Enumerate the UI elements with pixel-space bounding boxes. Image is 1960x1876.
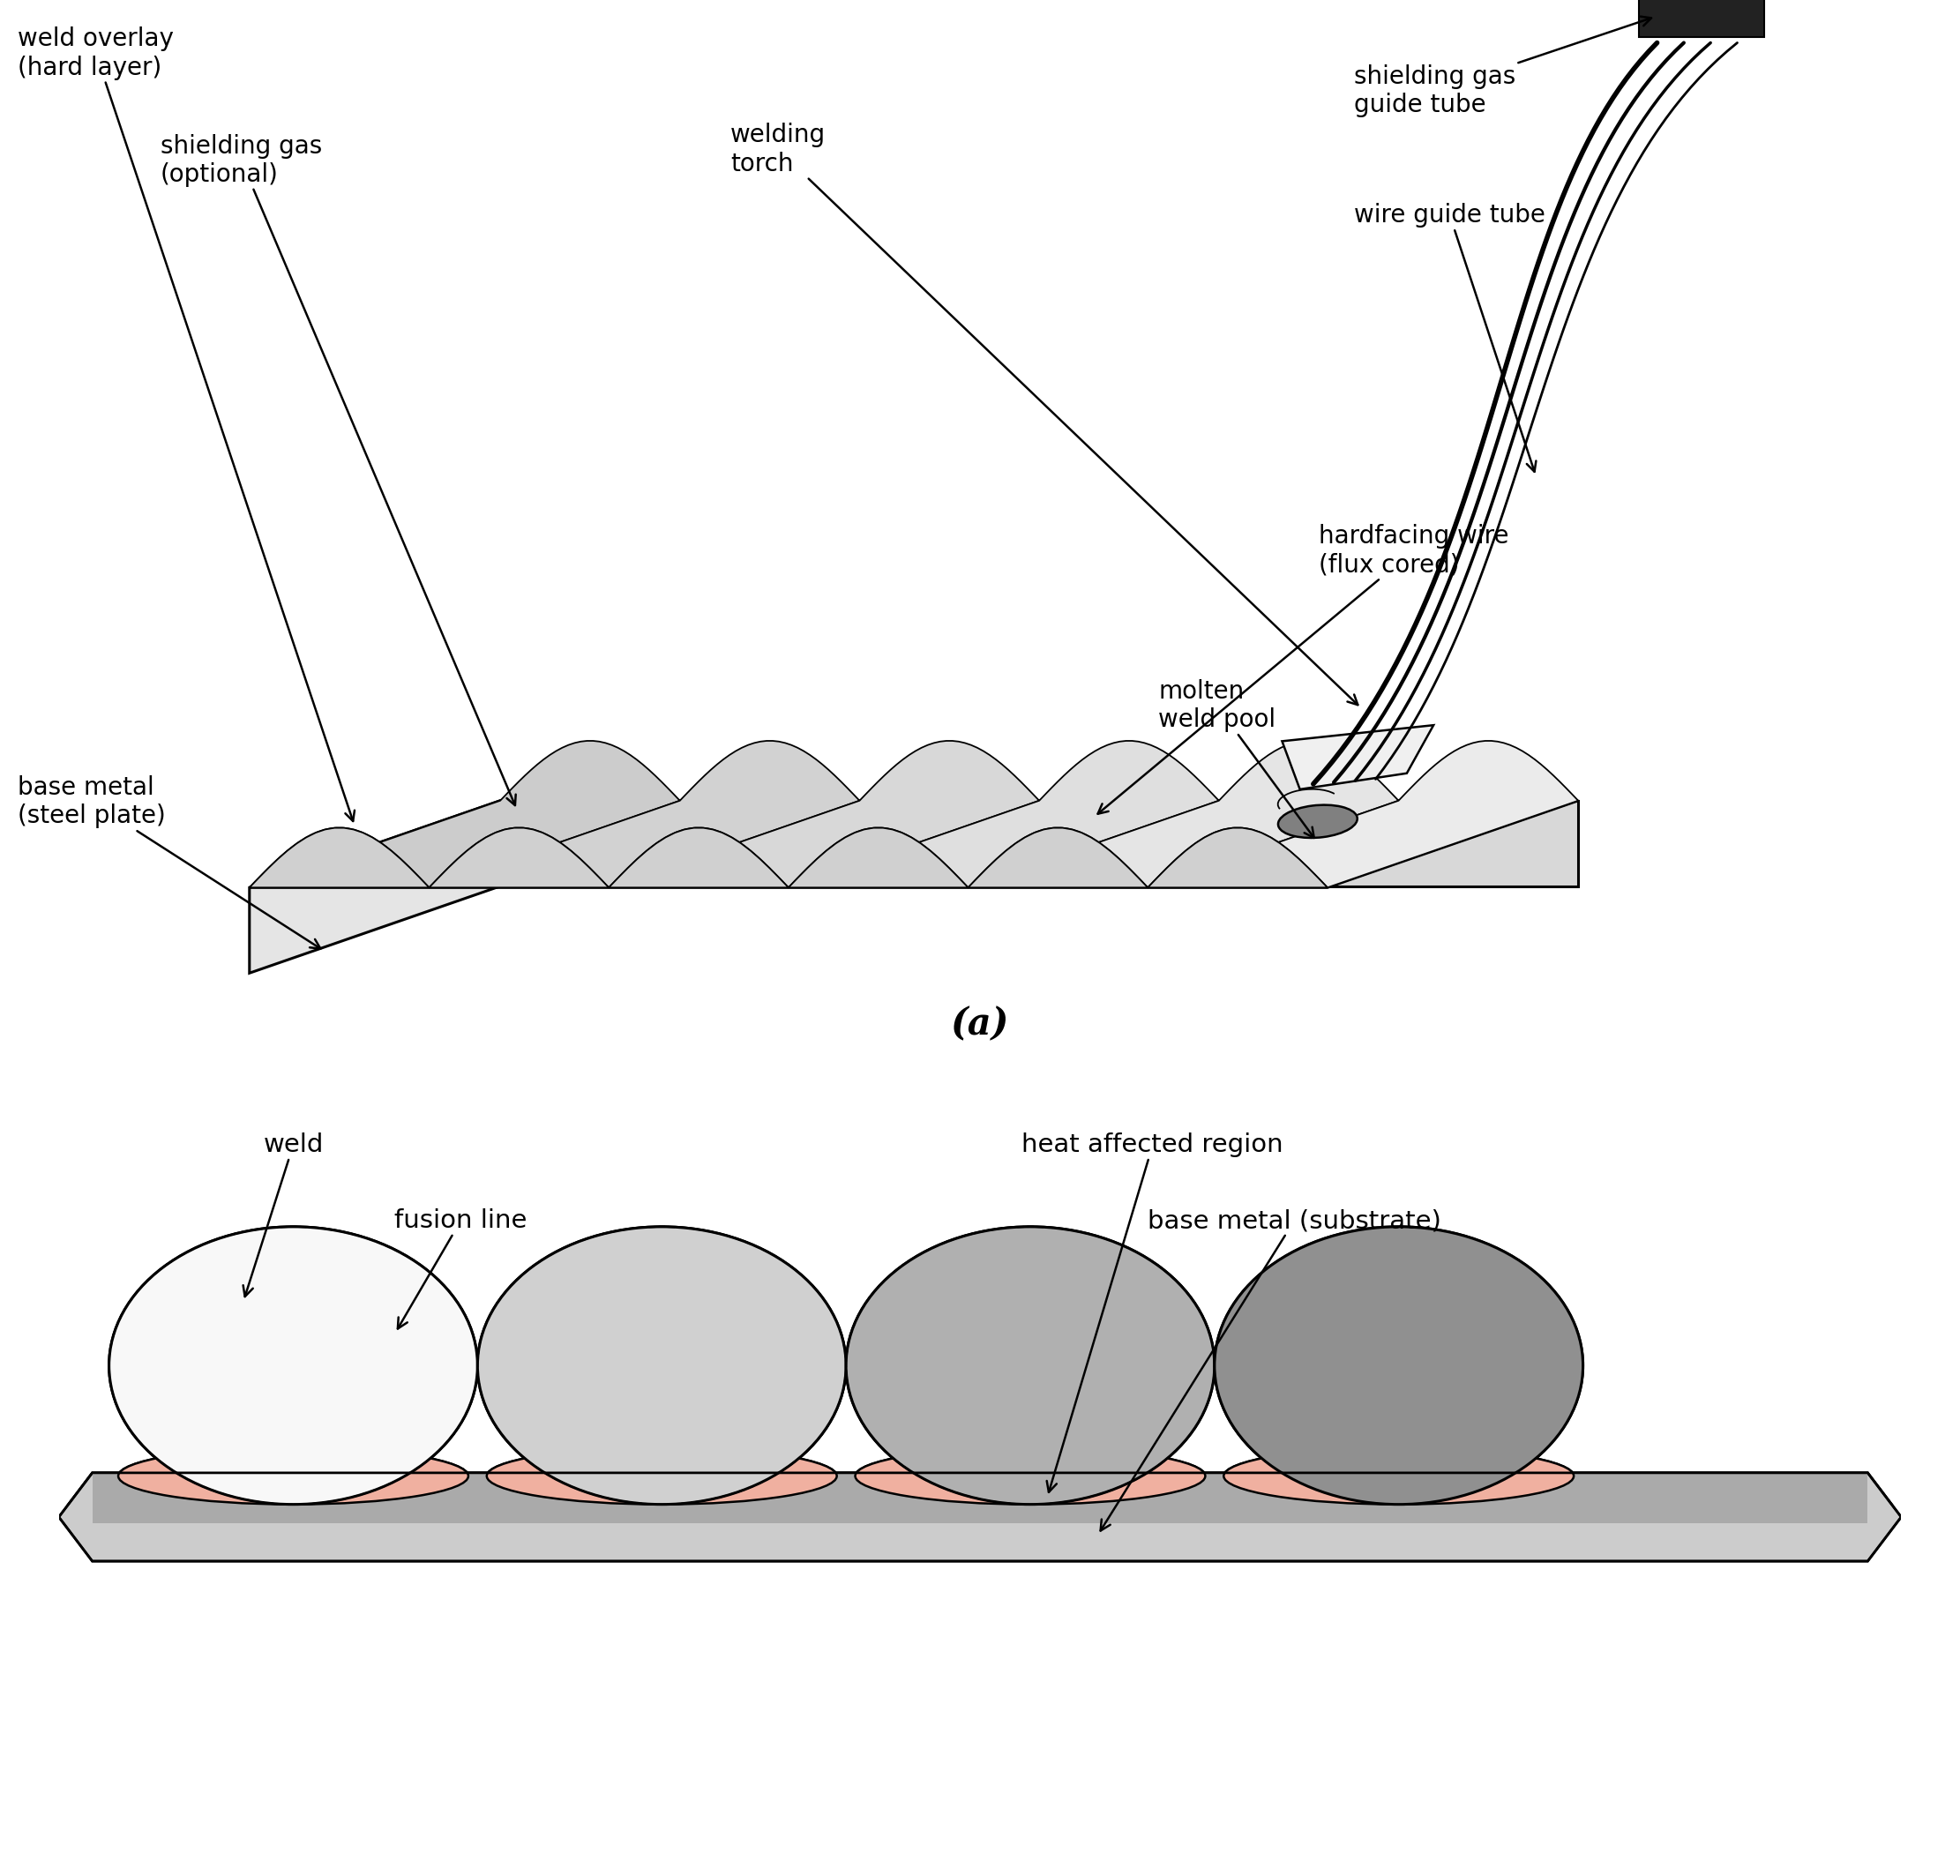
Ellipse shape xyxy=(1278,805,1358,839)
Circle shape xyxy=(1215,1227,1584,1505)
Polygon shape xyxy=(249,801,500,974)
Polygon shape xyxy=(429,827,610,887)
Text: fusion line: fusion line xyxy=(394,1208,527,1328)
Circle shape xyxy=(110,1227,478,1505)
Polygon shape xyxy=(59,1505,1901,1801)
Text: weld overlay
(hard layer): weld overlay (hard layer) xyxy=(18,26,355,822)
Ellipse shape xyxy=(486,1448,837,1505)
Text: base metal
(steel plate): base metal (steel plate) xyxy=(18,775,321,949)
Polygon shape xyxy=(59,1473,1901,1561)
Polygon shape xyxy=(968,741,1399,887)
Polygon shape xyxy=(249,827,429,887)
Circle shape xyxy=(847,1227,1215,1505)
Text: heat affected region: heat affected region xyxy=(1021,1133,1284,1491)
Circle shape xyxy=(847,1227,1215,1505)
Text: (b): (b) xyxy=(951,1752,1009,1788)
Polygon shape xyxy=(249,801,1578,887)
Text: (a): (a) xyxy=(951,1006,1009,1043)
Ellipse shape xyxy=(486,1448,837,1505)
Polygon shape xyxy=(92,1473,1868,1523)
Polygon shape xyxy=(1282,726,1433,790)
Circle shape xyxy=(1215,1227,1584,1505)
Ellipse shape xyxy=(855,1448,1205,1505)
Polygon shape xyxy=(249,741,680,887)
Polygon shape xyxy=(59,1473,1901,1561)
Circle shape xyxy=(478,1227,847,1505)
Polygon shape xyxy=(610,741,1039,887)
Text: molten
weld pool: molten weld pool xyxy=(1158,679,1313,839)
Polygon shape xyxy=(92,1473,1868,1523)
Polygon shape xyxy=(610,827,788,887)
Polygon shape xyxy=(788,827,968,887)
Polygon shape xyxy=(788,741,1219,887)
Polygon shape xyxy=(429,741,860,887)
Ellipse shape xyxy=(1223,1448,1574,1505)
Polygon shape xyxy=(1149,741,1578,887)
Polygon shape xyxy=(500,801,1578,885)
Text: weld: weld xyxy=(243,1133,323,1296)
Ellipse shape xyxy=(118,1448,468,1505)
Polygon shape xyxy=(1149,827,1327,887)
Ellipse shape xyxy=(118,1448,468,1505)
Ellipse shape xyxy=(1223,1448,1574,1505)
Text: hardfacing wire
(flux cored): hardfacing wire (flux cored) xyxy=(1098,523,1509,814)
Ellipse shape xyxy=(855,1448,1205,1505)
Circle shape xyxy=(478,1227,847,1505)
Text: shielding gas
(optional): shielding gas (optional) xyxy=(161,133,515,805)
Polygon shape xyxy=(968,827,1149,887)
Text: shielding gas
guide tube: shielding gas guide tube xyxy=(1354,17,1650,118)
Text: welding
torch: welding torch xyxy=(731,124,1358,705)
Polygon shape xyxy=(1639,0,1764,38)
Circle shape xyxy=(110,1227,478,1505)
Text: wire guide tube: wire guide tube xyxy=(1354,203,1546,471)
Text: base metal (substrate): base metal (substrate) xyxy=(1100,1208,1441,1531)
